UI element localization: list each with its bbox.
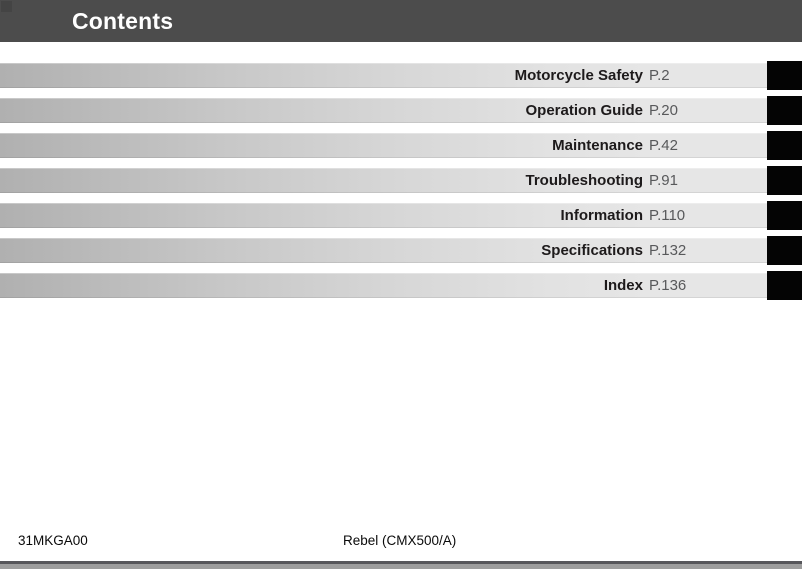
toc-row-bar [0, 168, 767, 193]
toc-row-specifications[interactable]: Specifications P.132 [0, 236, 802, 265]
footer-part-code: 31MKGA00 [18, 533, 88, 548]
toc-row-page: P.20 [649, 102, 678, 119]
toc-row-motorcycle-safety[interactable]: Motorcycle Safety P.2 [0, 61, 802, 90]
toc-row-page: P.2 [649, 67, 670, 84]
page-header: Contents [0, 0, 802, 42]
toc-row-bar [0, 203, 767, 228]
toc-list: Motorcycle Safety P.2 Operation Guide P.… [0, 61, 802, 308]
toc-row-bar [0, 238, 767, 263]
toc-row-information[interactable]: Information P.110 [0, 201, 802, 230]
toc-row-label: Information [560, 207, 644, 224]
toc-row-label: Specifications [541, 242, 643, 259]
toc-row-label: Index [603, 277, 643, 294]
chapter-index-tab [767, 61, 802, 90]
toc-row-page: P.132 [649, 242, 687, 259]
chapter-index-tab [767, 166, 802, 195]
toc-row-bar [0, 273, 767, 298]
toc-row-label: Operation Guide [525, 102, 643, 119]
toc-row-operation-guide[interactable]: Operation Guide P.20 [0, 96, 802, 125]
chapter-index-tab [767, 236, 802, 265]
chapter-index-tab [767, 131, 802, 160]
toc-row-page: P.91 [649, 172, 678, 189]
chapter-index-tab [767, 96, 802, 125]
page-bottom-edge [0, 564, 802, 569]
toc-row-bar [0, 63, 767, 88]
toc-row-label: Troubleshooting [525, 172, 644, 189]
chapter-index-tab [767, 271, 802, 300]
toc-row-page: P.136 [649, 277, 687, 294]
footer-model-name: Rebel (CMX500/A) [343, 533, 457, 548]
page-bottom-rule [0, 561, 802, 564]
toc-row-troubleshooting[interactable]: Troubleshooting P.91 [0, 166, 802, 195]
toc-row-label: Motorcycle Safety [514, 67, 643, 84]
toc-row-maintenance[interactable]: Maintenance P.42 [0, 131, 802, 160]
header-corner-mark [1, 1, 12, 12]
page-title: Contents [72, 8, 174, 34]
toc-row-index[interactable]: Index P.136 [0, 271, 802, 300]
toc-row-page: P.42 [649, 137, 678, 154]
toc-row-page: P.110 [649, 207, 686, 224]
chapter-index-tab [767, 201, 802, 230]
toc-row-bar [0, 133, 767, 158]
toc-row-label: Maintenance [552, 137, 643, 154]
toc-row-bar [0, 98, 767, 123]
